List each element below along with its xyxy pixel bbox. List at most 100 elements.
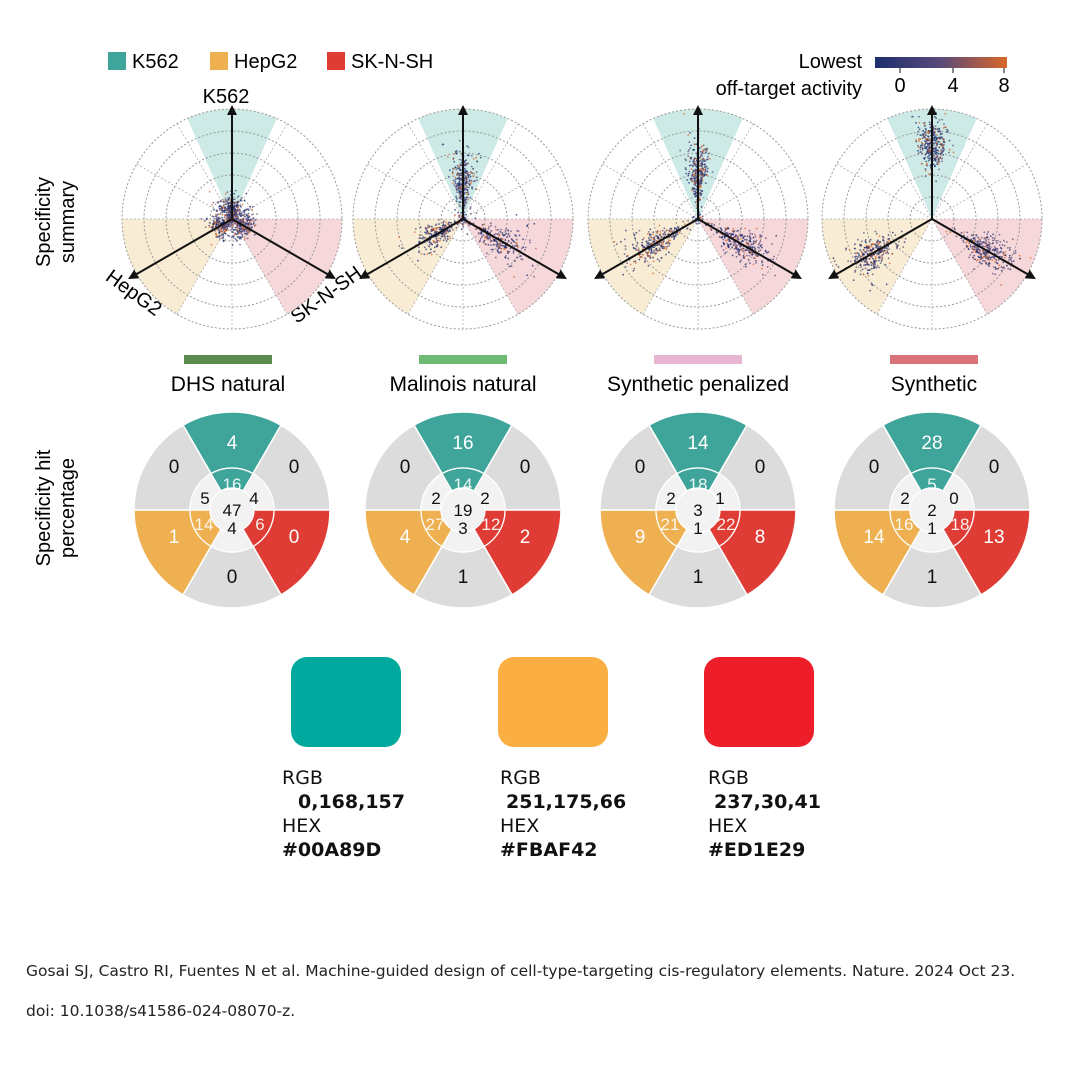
data-point xyxy=(447,156,449,158)
data-point xyxy=(652,272,654,275)
data-point xyxy=(855,266,858,269)
data-point xyxy=(985,240,988,243)
data-point xyxy=(497,232,500,235)
data-point xyxy=(867,247,870,250)
data-point xyxy=(973,237,976,239)
data-point xyxy=(458,168,461,171)
data-point xyxy=(481,224,484,226)
data-point xyxy=(489,244,492,247)
hit-value-top: 28 xyxy=(921,433,942,454)
data-point xyxy=(998,244,1001,247)
data-point xyxy=(465,187,467,190)
data-point xyxy=(515,244,518,247)
data-point xyxy=(244,238,246,240)
data-point xyxy=(462,226,465,228)
data-point xyxy=(503,247,505,250)
data-point xyxy=(708,152,710,155)
data-point xyxy=(248,222,250,224)
data-point xyxy=(976,247,979,250)
data-point xyxy=(429,251,432,254)
data-point xyxy=(974,248,977,251)
data-point xyxy=(879,245,882,248)
data-point xyxy=(250,223,253,226)
data-point xyxy=(711,171,714,174)
data-point xyxy=(491,248,494,251)
data-point xyxy=(688,149,690,151)
data-point xyxy=(505,232,507,235)
data-point xyxy=(945,126,947,128)
data-point xyxy=(995,259,998,262)
data-point xyxy=(660,257,663,259)
data-point xyxy=(773,255,775,258)
data-point xyxy=(638,258,641,261)
data-point xyxy=(239,243,241,246)
data-point xyxy=(473,172,476,175)
hit-inner-value-topright: 4 xyxy=(249,489,258,508)
data-point xyxy=(440,235,443,238)
data-point xyxy=(979,239,982,241)
point-cloud xyxy=(832,112,1032,292)
data-point xyxy=(747,258,750,261)
data-point xyxy=(515,214,518,216)
data-point xyxy=(439,237,442,240)
legend: K562 HepG2 SK-N-SH xyxy=(108,51,433,73)
data-point xyxy=(458,216,461,219)
data-point xyxy=(243,199,246,202)
data-point xyxy=(865,251,867,254)
data-point xyxy=(758,247,760,249)
data-point xyxy=(216,217,219,220)
data-point xyxy=(975,240,977,243)
hit-mid-value-left: 14 xyxy=(195,515,214,534)
hex-label: HEX xyxy=(708,815,748,837)
data-point xyxy=(474,217,477,220)
data-point xyxy=(745,242,748,245)
data-point xyxy=(731,229,734,232)
data-point xyxy=(886,249,889,252)
data-point xyxy=(254,224,257,227)
data-point xyxy=(749,232,752,235)
data-point xyxy=(745,249,748,252)
data-point xyxy=(832,257,835,260)
data-point xyxy=(698,168,701,171)
data-point xyxy=(236,228,239,231)
data-point xyxy=(216,235,219,238)
data-point xyxy=(991,259,994,262)
data-point xyxy=(1014,252,1017,254)
data-point xyxy=(241,235,244,238)
data-point xyxy=(647,242,650,244)
data-point xyxy=(966,236,969,238)
data-point xyxy=(726,239,728,242)
data-point xyxy=(237,200,240,203)
data-point xyxy=(442,221,445,224)
data-point xyxy=(239,228,241,231)
data-point xyxy=(700,180,703,183)
hit-inner-value-center: 19 xyxy=(454,501,473,520)
data-point xyxy=(439,239,441,242)
data-point xyxy=(938,157,940,160)
data-point xyxy=(703,163,706,166)
data-point xyxy=(249,205,251,208)
data-point xyxy=(874,256,877,258)
data-point xyxy=(729,243,732,246)
data-point xyxy=(762,253,765,255)
data-point xyxy=(231,228,233,231)
data-point xyxy=(924,154,927,156)
data-point xyxy=(431,225,433,228)
data-point xyxy=(886,248,888,250)
data-point xyxy=(433,231,436,234)
data-point xyxy=(667,239,670,242)
data-point xyxy=(223,226,225,229)
data-point xyxy=(693,173,695,176)
data-point xyxy=(864,238,867,241)
data-point xyxy=(718,236,721,238)
data-point xyxy=(724,251,727,254)
data-point xyxy=(939,155,942,157)
data-point xyxy=(622,273,625,276)
data-point xyxy=(252,217,254,220)
hex-value: #ED1E29 xyxy=(708,839,806,861)
data-point xyxy=(737,238,740,241)
data-point xyxy=(868,241,871,243)
data-point xyxy=(701,161,703,164)
data-point xyxy=(226,214,229,216)
